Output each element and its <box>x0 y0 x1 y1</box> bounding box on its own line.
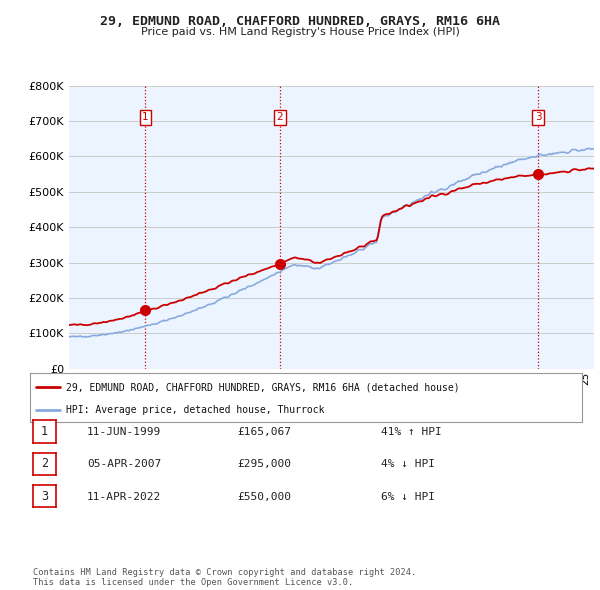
Text: £550,000: £550,000 <box>237 492 291 502</box>
Text: 2: 2 <box>277 113 283 122</box>
Text: 2: 2 <box>41 457 48 470</box>
Text: 29, EDMUND ROAD, CHAFFORD HUNDRED, GRAYS, RM16 6HA: 29, EDMUND ROAD, CHAFFORD HUNDRED, GRAYS… <box>100 15 500 28</box>
Bar <box>145 86 280 369</box>
Text: £165,067: £165,067 <box>237 427 291 437</box>
Text: 6% ↓ HPI: 6% ↓ HPI <box>381 492 435 502</box>
Text: Price paid vs. HM Land Registry's House Price Index (HPI): Price paid vs. HM Land Registry's House … <box>140 27 460 37</box>
Text: 11-JUN-1999: 11-JUN-1999 <box>87 427 161 437</box>
Text: 05-APR-2007: 05-APR-2007 <box>87 460 161 469</box>
Text: 1: 1 <box>142 113 149 122</box>
Text: 41% ↑ HPI: 41% ↑ HPI <box>381 427 442 437</box>
Text: 29, EDMUND ROAD, CHAFFORD HUNDRED, GRAYS, RM16 6HA (detached house): 29, EDMUND ROAD, CHAFFORD HUNDRED, GRAYS… <box>66 382 460 392</box>
Text: HPI: Average price, detached house, Thurrock: HPI: Average price, detached house, Thur… <box>66 405 325 415</box>
Text: 11-APR-2022: 11-APR-2022 <box>87 492 161 502</box>
Text: £295,000: £295,000 <box>237 460 291 469</box>
Bar <box>538 86 594 369</box>
Text: 1: 1 <box>41 425 48 438</box>
Text: 3: 3 <box>535 113 542 122</box>
Text: 4% ↓ HPI: 4% ↓ HPI <box>381 460 435 469</box>
Text: 3: 3 <box>41 490 48 503</box>
Bar <box>280 86 538 369</box>
Text: Contains HM Land Registry data © Crown copyright and database right 2024.
This d: Contains HM Land Registry data © Crown c… <box>33 568 416 587</box>
Bar <box>69 86 145 369</box>
